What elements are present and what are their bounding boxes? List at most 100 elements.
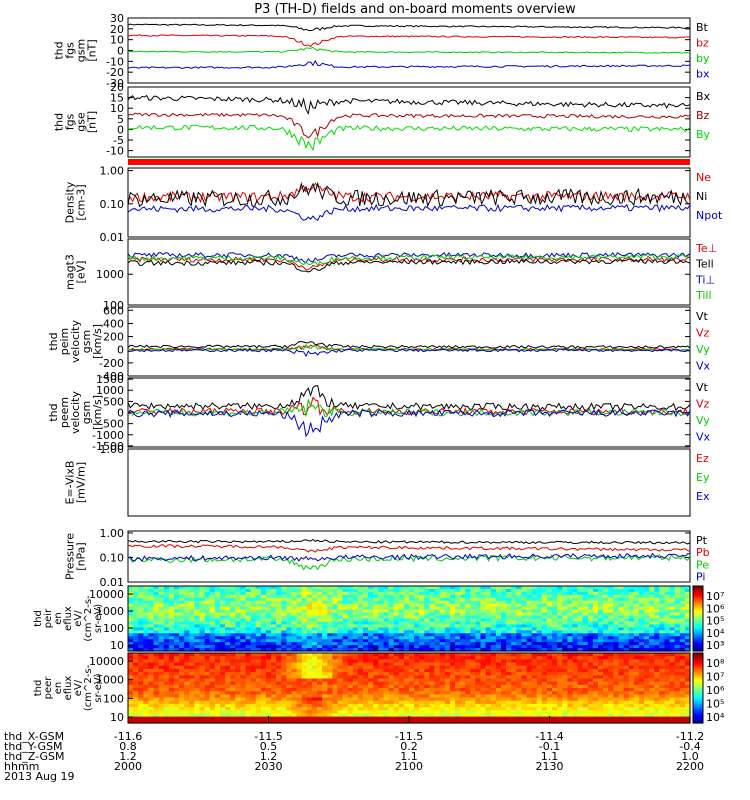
spectrogram-cell <box>444 697 451 702</box>
spectrogram-cell <box>403 691 410 695</box>
spectrogram-cell <box>516 600 522 605</box>
spectrogram-cell <box>342 642 349 646</box>
spectrogram-cell <box>332 668 339 673</box>
spectrogram-cell <box>521 691 528 695</box>
spectrogram-cell <box>552 703 558 708</box>
spectrogram-cell <box>276 653 282 657</box>
spectrogram-cell <box>378 688 384 692</box>
spectrogram-cell <box>317 589 323 593</box>
spectrogram-cell <box>608 697 614 702</box>
spectrogram-cell <box>245 662 252 667</box>
spectrogram-cell <box>638 707 645 711</box>
spectrogram-cell <box>189 703 195 708</box>
spectrogram-cell <box>337 716 344 721</box>
spectrogram-cell <box>311 586 318 590</box>
spectrogram-cell <box>567 618 574 623</box>
spectrogram-cell <box>220 603 226 608</box>
spectrogram-cell <box>153 639 160 643</box>
spectrogram-cell <box>598 688 604 692</box>
spectrogram-cell <box>327 684 333 689</box>
spectrogram-cell <box>240 618 247 623</box>
spectrogram-cell <box>306 612 313 617</box>
spectrogram-cell <box>429 719 436 724</box>
spectrogram-cell <box>649 656 655 660</box>
spectrogram-cell <box>618 659 625 664</box>
spectrogram-cell <box>470 603 476 608</box>
spectrogram-cell <box>291 627 298 631</box>
spectrogram-cell <box>337 624 344 628</box>
spectrogram-cell <box>230 668 236 673</box>
spectrogram-cell <box>322 703 328 708</box>
spectrogram-cell <box>296 586 303 590</box>
spectrogram-cell <box>311 713 318 718</box>
spectrogram-cell <box>582 707 589 711</box>
spectrogram-cell <box>322 665 328 670</box>
spectrogram-cell <box>679 589 686 593</box>
spectrogram-cell <box>654 688 660 692</box>
spectrogram-cell <box>587 719 594 724</box>
spectrogram-cell <box>516 618 522 623</box>
spectrogram-cell <box>531 684 538 689</box>
spectrogram-cell <box>138 586 144 590</box>
spectrogram-cell <box>434 615 441 620</box>
spectrogram-cell <box>628 597 635 602</box>
spectrogram-cell <box>194 621 201 626</box>
spectrogram-cell <box>337 697 344 702</box>
spectrogram-cell <box>158 694 165 699</box>
spectrogram-cell <box>378 594 384 599</box>
spectrogram-cell <box>138 618 144 623</box>
spectrogram-cell <box>659 668 665 673</box>
spectrogram-cell <box>654 642 660 646</box>
spectrogram-cell <box>460 591 466 596</box>
spectrogram-cell <box>357 681 364 686</box>
spectrogram-cell <box>143 630 149 634</box>
spectrogram-cell <box>495 697 502 702</box>
spectrogram-cell <box>516 597 522 602</box>
spectrogram-cell <box>444 716 451 721</box>
spectrogram-cell <box>291 591 298 596</box>
spectrogram-cell <box>490 633 497 637</box>
spectrogram-cell <box>531 659 538 664</box>
spectrogram-cell <box>628 591 635 596</box>
colorbar-tick-label: 10⁴ <box>706 627 725 640</box>
spectrogram-cell <box>470 639 476 643</box>
spectrogram-cell <box>521 697 528 702</box>
spectrogram-cell <box>419 672 425 676</box>
spectrogram-cell <box>357 589 364 593</box>
spectrogram-cell <box>393 642 400 646</box>
spectrogram-cell <box>465 606 471 611</box>
spectrogram-cell <box>536 668 543 673</box>
spectrogram-cell <box>654 612 660 617</box>
spectrogram-cell <box>327 636 333 640</box>
spectrogram-cell <box>531 678 538 683</box>
spectrogram-cell <box>577 678 584 683</box>
spectrogram-cell <box>189 684 195 689</box>
spectrogram-cell <box>449 653 456 657</box>
spectrogram-cell <box>250 675 257 680</box>
spectrogram-cell <box>230 703 236 708</box>
spectrogram-cell <box>194 719 201 724</box>
spectrogram-cell <box>455 719 461 724</box>
spectrogram-cell <box>572 659 579 664</box>
spectrogram-cell <box>138 648 144 652</box>
spectrogram-cell <box>378 656 384 660</box>
spectrogram-cell <box>204 609 211 614</box>
spectrogram-cell <box>546 675 553 680</box>
spectrogram-cell <box>679 630 686 634</box>
spectrogram-cell <box>429 603 436 608</box>
spectrogram-cell <box>174 719 180 724</box>
spectrogram-cell <box>393 591 400 596</box>
spectrogram-cell <box>322 678 328 683</box>
spectrogram-cell <box>623 639 630 643</box>
spectrogram-cell <box>214 618 221 623</box>
spectrogram-cell <box>388 589 395 593</box>
spectrogram-cell <box>209 597 216 602</box>
spectrogram-cell <box>357 609 364 614</box>
spectrogram-cell <box>470 636 476 640</box>
spectrogram-cell <box>245 710 252 715</box>
spectrogram-cell <box>582 589 589 593</box>
colorbar-frame <box>692 585 704 652</box>
spectrogram-cell <box>587 633 594 637</box>
spectrogram-cell <box>516 707 522 711</box>
